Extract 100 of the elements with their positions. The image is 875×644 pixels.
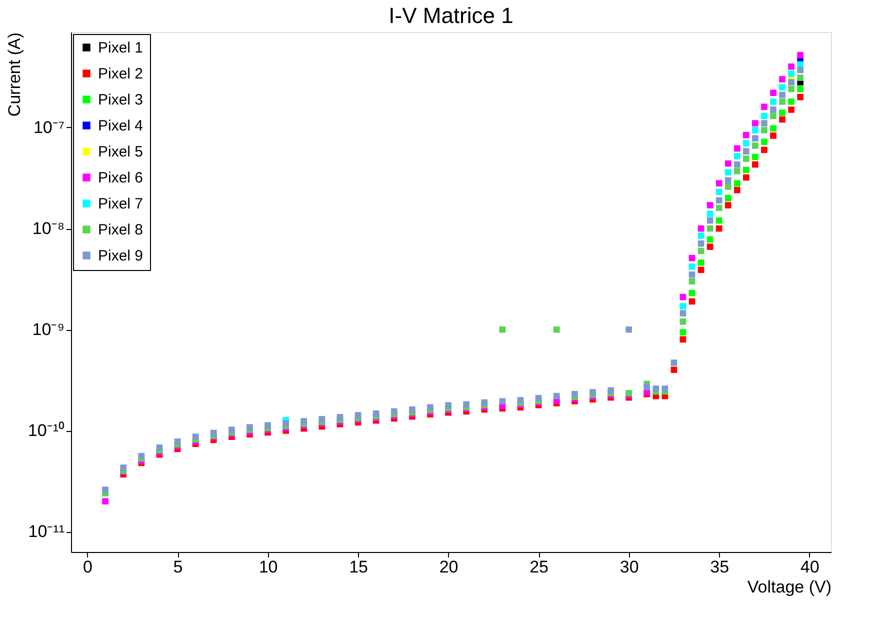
point xyxy=(571,390,578,398)
y-tick-label: 10⁻¹¹ xyxy=(28,522,65,542)
point xyxy=(770,106,776,113)
point xyxy=(156,444,163,451)
point xyxy=(770,132,776,139)
point xyxy=(354,412,362,418)
point xyxy=(390,408,398,415)
point xyxy=(409,406,416,413)
point xyxy=(626,326,632,333)
point xyxy=(752,120,758,126)
point xyxy=(427,404,434,411)
legend-label: Pixel 4 xyxy=(98,118,144,134)
point xyxy=(228,426,235,433)
point xyxy=(662,386,668,392)
x-tick-label: 40 xyxy=(800,558,820,576)
point xyxy=(742,148,750,155)
point xyxy=(517,397,524,404)
point xyxy=(698,248,704,254)
point xyxy=(752,154,758,160)
point xyxy=(742,174,750,181)
point xyxy=(734,145,740,152)
point xyxy=(770,125,776,132)
point xyxy=(102,486,108,493)
point xyxy=(670,366,678,373)
y-tick-label: 10⁻⁹ xyxy=(32,320,64,340)
point xyxy=(698,240,704,247)
point xyxy=(688,254,696,262)
point xyxy=(336,414,344,420)
point xyxy=(761,138,768,146)
x-tick-label: 10 xyxy=(258,558,278,576)
point xyxy=(698,232,704,239)
legend-label: Pixel 7 xyxy=(98,196,144,212)
x-tick-label: 30 xyxy=(620,558,639,576)
point xyxy=(706,217,714,224)
x-tick-label: 20 xyxy=(439,558,458,576)
point xyxy=(742,140,750,146)
point xyxy=(788,63,794,70)
point xyxy=(210,430,217,436)
x-tick-label: 0 xyxy=(83,558,92,576)
point xyxy=(742,166,750,174)
point xyxy=(706,225,714,232)
x-tick-label: 15 xyxy=(349,558,368,576)
point xyxy=(752,135,758,142)
legend-label: Pixel 8 xyxy=(98,222,144,238)
point xyxy=(761,104,768,110)
point xyxy=(652,386,660,392)
point xyxy=(138,452,145,460)
x-tick-label: 5 xyxy=(173,558,183,576)
point xyxy=(463,401,470,408)
point xyxy=(688,263,696,270)
point xyxy=(688,271,696,278)
point xyxy=(724,194,732,202)
point xyxy=(788,70,794,77)
point xyxy=(716,217,722,224)
x-tick-label: 25 xyxy=(530,558,549,576)
point xyxy=(779,110,786,116)
point xyxy=(535,394,542,402)
point xyxy=(742,156,750,162)
point xyxy=(724,183,732,190)
point xyxy=(761,112,768,120)
point xyxy=(698,225,704,232)
point xyxy=(372,410,380,417)
point xyxy=(680,303,686,310)
y-tick-label: 10⁻⁷ xyxy=(33,118,64,137)
legend-label: Pixel 1 xyxy=(98,40,144,56)
point xyxy=(499,326,506,333)
legend-label: Pixel 5 xyxy=(98,144,144,160)
point xyxy=(797,86,804,92)
point xyxy=(716,204,722,212)
point xyxy=(553,392,560,400)
point xyxy=(752,127,758,134)
point xyxy=(499,398,506,405)
point xyxy=(734,161,740,168)
point xyxy=(770,112,776,120)
point xyxy=(724,177,732,184)
point xyxy=(706,244,714,250)
y-tick-label: 10⁻¹⁰ xyxy=(28,421,64,440)
point xyxy=(779,84,786,90)
point xyxy=(644,384,650,390)
point xyxy=(788,86,794,92)
point xyxy=(608,387,614,394)
point xyxy=(779,116,786,123)
point xyxy=(779,76,786,82)
point xyxy=(788,79,794,86)
point xyxy=(706,202,714,208)
point xyxy=(779,98,786,105)
point xyxy=(688,278,696,285)
point xyxy=(761,127,768,134)
point xyxy=(716,225,722,232)
point xyxy=(752,142,758,149)
point xyxy=(174,438,181,445)
point xyxy=(770,90,776,96)
point xyxy=(688,290,696,296)
point xyxy=(797,94,804,100)
point xyxy=(698,259,704,266)
legend-label: Pixel 6 xyxy=(98,170,144,186)
point xyxy=(788,98,794,105)
point xyxy=(724,202,732,208)
point xyxy=(761,120,768,126)
point xyxy=(282,420,289,427)
